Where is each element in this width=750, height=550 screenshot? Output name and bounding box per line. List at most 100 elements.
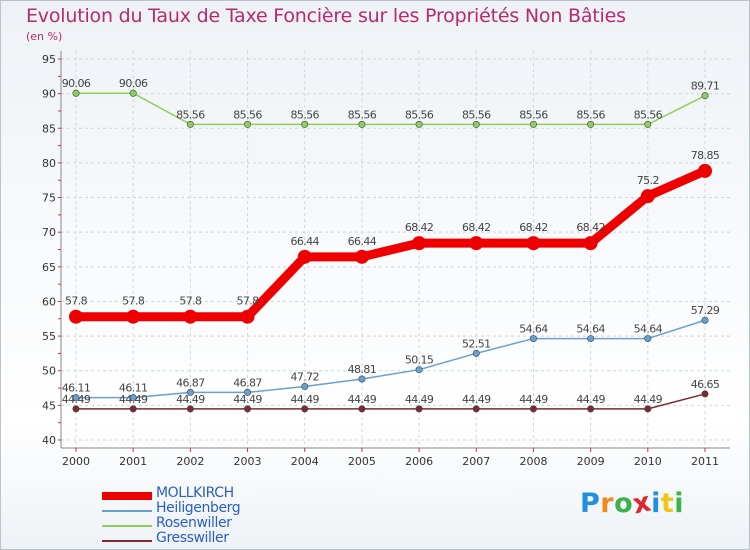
series-line-rosenwiller — [76, 92, 706, 126]
series-layer — [69, 89, 712, 413]
data-point-rosenwiller — [644, 120, 652, 128]
data-label-heiligenberg: 46.11 — [119, 382, 148, 395]
chart-subtitle: (en %) — [26, 30, 63, 43]
data-labels: 90.06 90.06 85.56 85.56 85.56 85.56 85.56 85.56… — [62, 77, 721, 406]
data-point-rosenwiller — [129, 89, 137, 97]
data-point-mollkirch — [640, 189, 655, 204]
legend-swatch — [102, 510, 152, 512]
data-point-gresswiller — [644, 405, 652, 413]
legend-swatch — [102, 525, 152, 527]
x-tick-label: 2006 — [405, 455, 433, 468]
logo-letter: r — [600, 488, 615, 519]
x-tick-label: 2005 — [348, 455, 376, 468]
axes: 40 45 50 55 60 65 70 75 80 85 90 95 2000 2001 2002 2003… — [42, 51, 730, 468]
logo-letter: i — [674, 488, 685, 519]
y-tick-label: 60 — [42, 295, 56, 308]
series-line-heiligenberg — [76, 319, 706, 399]
data-label-mollkirch: 75.2 — [637, 174, 659, 187]
data-label-heiligenberg: 46.87 — [176, 376, 205, 389]
chart-title: Evolution du Taux de Taxe Foncière sur l… — [26, 5, 626, 27]
data-label-gresswiller: 44.49 — [290, 393, 319, 406]
legend-label: MOLLKIRCH — [156, 485, 234, 501]
data-label-gresswiller: 44.49 — [519, 393, 548, 406]
data-label-gresswiller: 44.49 — [348, 393, 377, 406]
y-tick-label: 90 — [42, 88, 56, 101]
y-tick-label: 70 — [42, 226, 56, 239]
data-label-gresswiller: 44.49 — [405, 393, 434, 406]
data-label-heiligenberg: 48.81 — [348, 363, 377, 376]
x-tick-label: 2003 — [234, 455, 262, 468]
data-label-rosenwiller: 85.56 — [576, 108, 605, 121]
proxiti-logo: Proxiti — [580, 486, 685, 520]
data-point-rosenwiller — [244, 120, 252, 128]
y-tick-label: 65 — [42, 261, 56, 274]
data-point-gresswiller — [244, 405, 252, 413]
data-label-gresswiller: 44.49 — [462, 393, 491, 406]
data-point-mollkirch — [698, 163, 712, 178]
legend-swatch — [102, 540, 152, 542]
data-point-mollkirch — [583, 236, 598, 251]
data-label-mollkirch: 57.8 — [236, 295, 259, 308]
data-label-rosenwiller: 85.56 — [290, 108, 319, 121]
data-label-mollkirch: 78.85 — [691, 149, 720, 162]
data-point-mollkirch — [412, 236, 427, 251]
x-tick-label: 2008 — [519, 455, 547, 468]
data-label-heiligenberg: 46.87 — [233, 376, 262, 389]
logo-letter: t — [660, 488, 675, 519]
legend-label: Rosenwiller — [156, 515, 232, 531]
data-point-mollkirch — [297, 249, 312, 264]
data-label-rosenwiller: 85.56 — [348, 108, 377, 121]
logo-letter: i — [651, 488, 661, 519]
data-point-rosenwiller — [72, 89, 80, 97]
series-line-mollkirch — [76, 166, 707, 322]
data-label-rosenwiller: 85.56 — [176, 108, 205, 121]
data-point-heiligenberg — [415, 366, 423, 374]
logo-letter: P — [580, 488, 601, 519]
series-line-gresswiller — [76, 393, 706, 410]
data-label-rosenwiller: 90.06 — [119, 77, 148, 90]
data-point-rosenwiller — [472, 120, 480, 128]
data-label-heiligenberg: 50.15 — [405, 354, 434, 367]
data-point-heiligenberg — [129, 394, 137, 402]
data-point-mollkirch — [354, 249, 369, 264]
data-label-gresswiller: 44.49 — [634, 393, 663, 406]
data-point-gresswiller — [415, 405, 423, 413]
data-label-gresswiller: 44.49 — [119, 393, 148, 406]
data-label-mollkirch: 68.42 — [576, 221, 605, 234]
y-tick-label: 80 — [42, 157, 56, 170]
data-point-rosenwiller — [529, 120, 537, 128]
data-label-mollkirch: 57.8 — [179, 295, 202, 308]
data-point-heiligenberg — [186, 388, 194, 396]
data-point-rosenwiller — [301, 120, 309, 128]
y-tick-label: 75 — [42, 192, 56, 205]
data-point-mollkirch — [126, 309, 141, 324]
data-point-mollkirch — [469, 236, 484, 251]
data-point-mollkirch — [69, 309, 83, 324]
x-tick-label: 2010 — [634, 455, 662, 468]
y-tick-label: 50 — [42, 365, 56, 378]
data-label-rosenwiller: 85.56 — [462, 108, 491, 121]
data-label-gresswiller: 44.49 — [576, 393, 605, 406]
data-label-heiligenberg: 52.51 — [462, 337, 491, 350]
data-label-mollkirch: 57.8 — [122, 295, 145, 308]
data-point-gresswiller — [472, 405, 480, 413]
x-tick-label: 2009 — [577, 455, 605, 468]
data-point-rosenwiller — [701, 92, 709, 100]
y-tick-label: 40 — [42, 434, 56, 447]
data-point-rosenwiller — [415, 120, 423, 128]
data-point-gresswiller — [358, 405, 366, 413]
data-point-heiligenberg — [529, 335, 537, 343]
data-point-heiligenberg — [358, 375, 366, 383]
data-label-gresswiller: 44.49 — [176, 393, 205, 406]
data-label-gresswiller: 46.65 — [691, 378, 720, 391]
data-label-mollkirch: 68.42 — [405, 221, 434, 234]
data-label-heiligenberg: 54.64 — [634, 323, 663, 336]
data-point-heiligenberg — [301, 383, 309, 391]
y-tick-label: 45 — [42, 399, 56, 412]
x-tick-label: 2002 — [176, 455, 204, 468]
data-label-rosenwiller: 85.56 — [405, 108, 434, 121]
data-label-heiligenberg: 47.72 — [290, 371, 319, 384]
data-point-mollkirch — [240, 309, 255, 324]
